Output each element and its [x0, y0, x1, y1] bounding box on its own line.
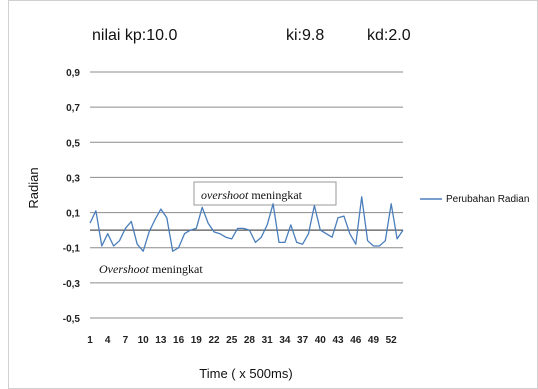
- series-line-perubahan-radian: [89, 196, 404, 252]
- kp-label: nilai kp:10.0: [92, 27, 177, 44]
- x-tick-label: 40: [315, 335, 327, 346]
- x-tick-label: 1: [87, 335, 93, 346]
- annotation-lower: Overshoot meningkat: [99, 262, 203, 276]
- x-tick-label: 34: [279, 335, 291, 346]
- annotation-lower-emphasis: Overshoot: [99, 262, 150, 276]
- annotation-upper-rest: meningkat: [248, 188, 302, 202]
- y-tick-label: 0,3: [66, 173, 80, 184]
- ki-label: ki:9.8: [286, 27, 324, 44]
- y-tick-label: 0,5: [66, 138, 80, 149]
- y-tick-label: 0,7: [66, 103, 80, 114]
- x-tick-label: 4: [105, 335, 111, 346]
- annotation-upper: overshoot meningkat: [201, 188, 303, 202]
- x-tick-label: 37: [297, 335, 309, 346]
- x-axis-title: Time ( x 500ms): [199, 366, 292, 381]
- kd-label: kd:2.0: [367, 27, 411, 44]
- y-tick-labels: 0,9 0,7 0,5 0,3 0,1 -0,1 -0,3 -0,5: [63, 68, 81, 325]
- x-tick-label: 7: [123, 335, 129, 346]
- y-axis-title: Radian: [26, 167, 41, 208]
- y-tick-label: -0,3: [63, 279, 81, 290]
- x-tick-label: 43: [332, 335, 344, 346]
- annotation-box: [193, 181, 337, 206]
- x-tick-label: 19: [191, 335, 203, 346]
- annotation-upper-emphasis: overshoot: [201, 188, 249, 202]
- annotation-lower-rest: meningkat: [149, 262, 203, 276]
- x-tick-label: 16: [173, 335, 185, 346]
- x-tick-labels: 1 4 7 10 13 16 19 22 25 28 31 34 37 40 43 46 49 52: [87, 335, 397, 346]
- legend: Perubahan Radian: [420, 194, 529, 205]
- gridlines: [90, 71, 403, 319]
- x-tick-label: 49: [368, 335, 380, 346]
- x-tick-label: 13: [155, 335, 167, 346]
- x-tick-label: 10: [138, 335, 150, 346]
- y-tick-label: -0,1: [63, 244, 81, 255]
- x-tick-label: 46: [350, 335, 362, 346]
- x-tick-label: 52: [386, 335, 398, 346]
- y-tick-label: -0,5: [63, 314, 81, 325]
- legend-label-perubahan-radian: Perubahan Radian: [446, 194, 529, 205]
- y-tick-label: 0,9: [66, 68, 80, 79]
- x-tick-label: 28: [244, 335, 256, 346]
- y-tick-label: 0,1: [66, 209, 80, 220]
- x-tick-label: 31: [262, 335, 274, 346]
- series-lines: [89, 196, 404, 252]
- x-tick-label: 25: [226, 335, 238, 346]
- x-tick-label: 22: [208, 335, 220, 346]
